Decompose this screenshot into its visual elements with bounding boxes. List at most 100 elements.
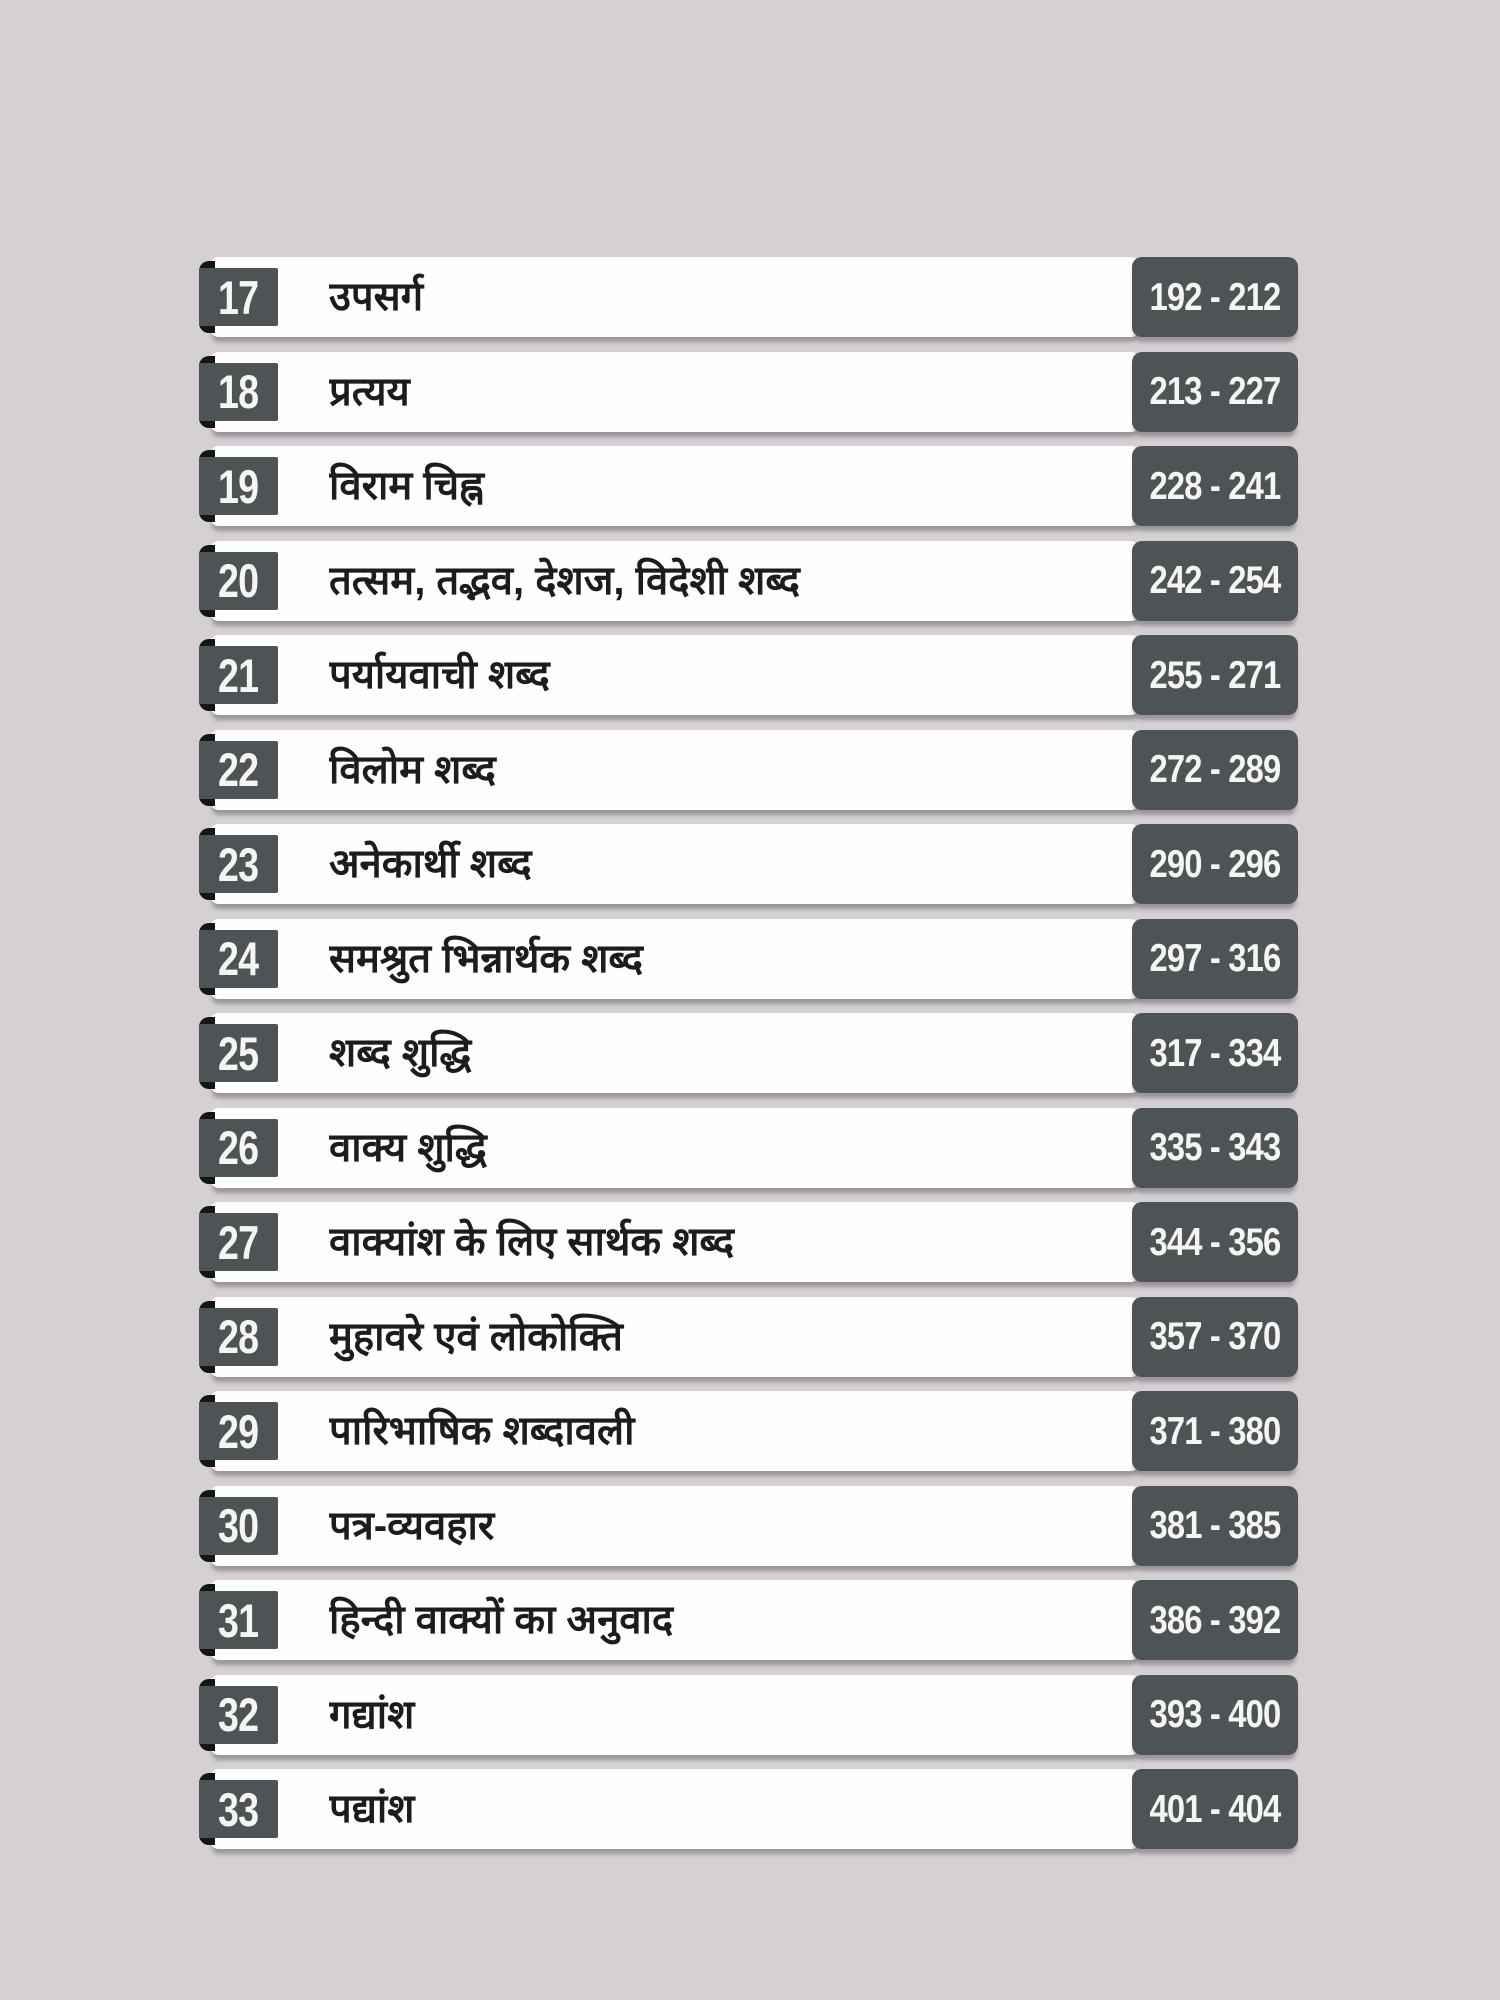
chapter-title: हिन्दी वाक्यों का अनुवाद (329, 1598, 674, 1642)
row-bar (210, 257, 1140, 337)
chapter-number: 25 (218, 1026, 259, 1080)
row-bar (210, 824, 1140, 904)
toc-row: 21 पर्यायवाची शब्द 255 - 271 (199, 635, 1298, 715)
row-bar (210, 729, 1140, 810)
toc-row: 31 हिन्दी वाक्यों का अनुवाद 386 - 392 (199, 1580, 1298, 1660)
row-bar (210, 1202, 1140, 1282)
row-bar (210, 1391, 1140, 1471)
chapter-number-badge: 17 (199, 268, 278, 326)
toc-row: 33 पद्यांश 401 - 404 (199, 1769, 1298, 1849)
chapter-number: 31 (218, 1593, 259, 1647)
page-range: 317 - 334 (1149, 1031, 1282, 1075)
toc-row: 19 विराम चिह्न 228 - 241 (199, 446, 1298, 526)
toc-row: 22 विलोम शब्द 272 - 289 (199, 729, 1298, 810)
chapter-number-badge: 31 (199, 1591, 278, 1649)
chapter-title: अनेकार्थी शब्द (329, 842, 532, 886)
row-bar (210, 1769, 1140, 1849)
page-range-box: 371 - 380 (1132, 1391, 1298, 1471)
chapter-title: वाक्यांश के लिए सार्थक शब्द (329, 1220, 734, 1264)
page-range: 228 - 241 (1149, 464, 1282, 508)
chapter-title: पर्यायवाची शब्द (329, 653, 550, 697)
page-range-box: 290 - 296 (1132, 824, 1298, 904)
chapter-title: वाक्य शुद्धि (329, 1125, 487, 1170)
toc-row: 32 गद्यांश 393 - 400 (199, 1674, 1298, 1755)
page-range-box: 192 - 212 (1132, 257, 1298, 337)
toc-row: 20 तत्सम, तद्भव, देशज, विदेशी शब्द 242 -… (199, 540, 1298, 621)
chapter-number: 24 (218, 932, 259, 985)
chapter-title: पद्यांश (329, 1787, 415, 1831)
chapter-number: 17 (218, 270, 259, 324)
chapter-number-badge: 30 (199, 1496, 278, 1555)
chapter-number: 26 (218, 1121, 259, 1174)
row-bar (210, 1674, 1140, 1755)
page-range: 290 - 296 (1149, 842, 1282, 886)
page-range: 371 - 380 (1149, 1409, 1282, 1453)
page-range: 255 - 271 (1149, 653, 1282, 697)
toc-row: 17 उपसर्ग 192 - 212 (199, 257, 1298, 337)
chapter-number-badge: 24 (199, 929, 278, 988)
page-range-box: 357 - 370 (1132, 1296, 1298, 1377)
chapter-number-badge: 33 (199, 1780, 278, 1838)
row-bar (210, 1580, 1140, 1660)
chapter-title: शब्द शुद्धि (329, 1031, 472, 1075)
chapter-number: 19 (218, 459, 259, 513)
page-range: 381 - 385 (1149, 1504, 1282, 1547)
chapter-title: विलोम शब्द (329, 747, 496, 792)
page-range: 297 - 316 (1149, 937, 1282, 980)
chapter-title: मुहावरे एवं लोकोक्ति (329, 1314, 623, 1359)
page-range-box: 344 - 356 (1132, 1202, 1298, 1282)
row-bar (210, 635, 1140, 715)
chapter-number: 29 (218, 1404, 259, 1458)
chapter-number: 23 (218, 837, 259, 891)
chapter-number: 20 (218, 554, 259, 607)
page-range: 386 - 392 (1149, 1598, 1282, 1642)
chapter-number-badge: 26 (199, 1118, 278, 1177)
page-range: 344 - 356 (1149, 1220, 1282, 1264)
page-range-box: 317 - 334 (1132, 1013, 1298, 1093)
page-range-box: 242 - 254 (1132, 540, 1298, 621)
chapter-number-badge: 32 (199, 1685, 278, 1744)
row-bar (210, 1485, 1140, 1566)
page-range: 357 - 370 (1149, 1315, 1282, 1358)
page-range: 213 - 227 (1149, 370, 1282, 413)
row-bar (210, 540, 1140, 621)
chapter-number-badge: 23 (199, 835, 278, 893)
chapter-number-badge: 19 (199, 457, 278, 515)
page-range-box: 335 - 343 (1132, 1107, 1298, 1188)
chapter-number-badge: 22 (199, 740, 278, 799)
page-range: 401 - 404 (1149, 1787, 1282, 1831)
chapter-number-badge: 29 (199, 1402, 278, 1460)
page-range: 335 - 343 (1149, 1126, 1282, 1169)
chapter-number-badge: 27 (199, 1213, 278, 1271)
chapter-number-badge: 20 (199, 551, 278, 610)
toc-row: 26 वाक्य शुद्धि 335 - 343 (199, 1107, 1298, 1188)
page-range-box: 228 - 241 (1132, 446, 1298, 526)
chapter-number-badge: 21 (199, 646, 278, 704)
page-range: 242 - 254 (1149, 559, 1282, 602)
chapter-number: 32 (218, 1688, 259, 1741)
toc-row: 24 समश्रुत भिन्नार्थक शब्द 297 - 316 (199, 918, 1298, 999)
toc-row: 18 प्रत्यय 213 - 227 (199, 351, 1298, 432)
chapter-title: प्रत्यय (329, 369, 410, 414)
row-bar (210, 446, 1140, 526)
chapter-number: 22 (218, 743, 259, 796)
toc-row: 25 शब्द शुद्धि 317 - 334 (199, 1013, 1298, 1093)
toc-row: 30 पत्र-व्यवहार 381 - 385 (199, 1485, 1298, 1566)
page-range: 192 - 212 (1149, 275, 1282, 319)
chapter-number-badge: 28 (199, 1307, 278, 1366)
row-bar (210, 918, 1140, 999)
toc-row: 27 वाक्यांश के लिए सार्थक शब्द 344 - 356 (199, 1202, 1298, 1282)
page-range-box: 272 - 289 (1132, 729, 1298, 810)
chapter-title: पारिभाषिक शब्दावली (329, 1409, 635, 1453)
page-range: 393 - 400 (1149, 1693, 1282, 1736)
toc-row: 28 मुहावरे एवं लोकोक्ति 357 - 370 (199, 1296, 1298, 1377)
chapter-number: 18 (218, 365, 259, 418)
page-range-box: 213 - 227 (1132, 351, 1298, 432)
page-range-box: 401 - 404 (1132, 1769, 1298, 1849)
chapter-number: 28 (218, 1310, 259, 1363)
row-bar (210, 351, 1140, 432)
chapter-number-badge: 18 (199, 362, 278, 421)
page-range-box: 381 - 385 (1132, 1485, 1298, 1566)
row-bar (210, 1107, 1140, 1188)
